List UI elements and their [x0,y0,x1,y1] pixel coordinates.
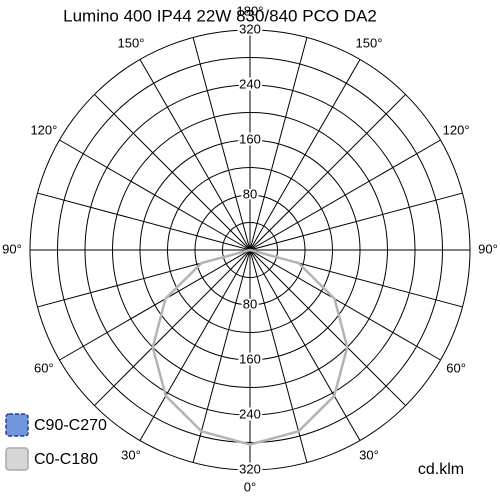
angle-tick-label: 90° [478,241,498,256]
r-tick-label: 160 [239,351,261,366]
angle-tick-label: 180° [237,3,264,18]
unit-label: cd.klm [418,461,464,478]
angle-tick-label: 60° [446,360,466,375]
r-tick-label: 160 [239,131,261,146]
angle-tick-label: 120° [30,122,57,137]
ring [84,84,416,416]
ring [29,29,471,471]
angle-tick-label: 150° [118,35,145,50]
angle-tick-label: 150° [356,35,383,50]
angle-tick-label: 0° [244,479,256,494]
minor-ring [167,167,333,333]
legend-swatch [5,413,29,437]
angle-tick-label: 30° [359,448,379,463]
r-tick-label: 80 [243,186,257,201]
legend: C90-C270 C0-C180 [5,413,107,471]
legend-label: C90-C270 [34,417,107,434]
minor-ring [57,57,443,443]
angle-tick-label: 30° [121,448,141,463]
ring [139,139,361,361]
r-tick-label: 240 [239,406,261,421]
ring [194,194,306,306]
angle-tick-label: 60° [34,360,54,375]
r-tick-label: 240 [239,76,261,91]
grid [29,29,471,471]
chart-title: Lumino 400 IP44 22W 830/840 PCO DA2 [63,6,377,25]
angle-tick-label: 90° [2,241,22,256]
angle-tick-label: 120° [443,122,470,137]
legend-label: C0-C180 [34,451,98,468]
r-tick-label: 320 [239,21,261,36]
series-curve [151,248,349,446]
labels: 80 80 160 160 240 240 320 320 0° 30° 30° 60° 60° 90° 9… [2,3,498,494]
minor-ring [112,112,388,388]
r-tick-label: 80 [243,296,257,311]
r-tick-label: 320 [239,461,261,476]
curves [151,248,349,446]
legend-swatch [5,447,29,471]
minor-ring [222,222,278,278]
